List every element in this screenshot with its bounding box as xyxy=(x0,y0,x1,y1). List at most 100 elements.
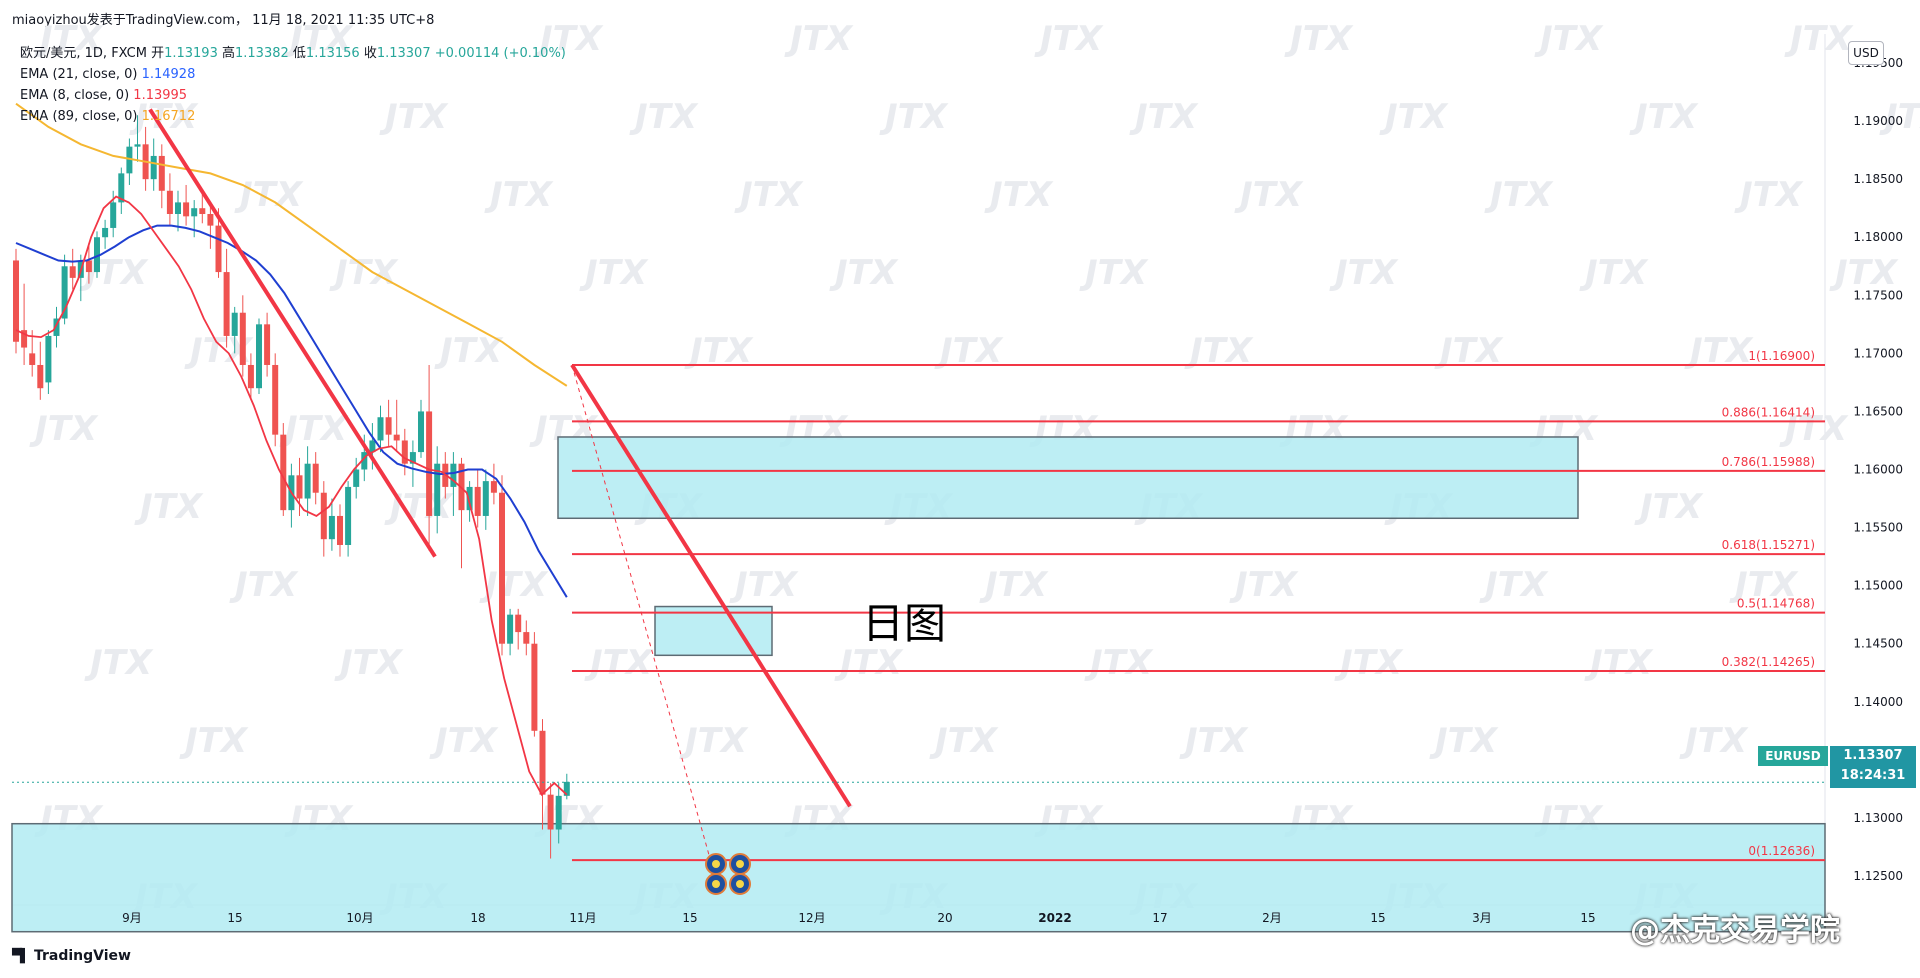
candle-body xyxy=(296,475,303,499)
watermark-text: JTX xyxy=(834,643,904,683)
ema8-row[interactable]: EMA (8, close, 0) 1.13995 xyxy=(20,85,566,106)
candle-body xyxy=(110,202,117,228)
candle-body xyxy=(434,463,441,516)
candle-body xyxy=(547,794,554,830)
watermark-text: JTX xyxy=(784,19,854,59)
fib-label: 1(1.16900) xyxy=(1748,349,1815,363)
candle-body xyxy=(102,227,109,238)
watermark-text: JTX xyxy=(879,97,949,137)
watermark-text: JTX xyxy=(334,643,404,683)
watermark-text: JTX xyxy=(479,565,549,605)
top-bar: miaoyizhou发表于TradingView.com， 11月 18, 20… xyxy=(0,0,1920,34)
candle-body xyxy=(369,440,376,453)
price-tick-label: 1.19000 xyxy=(1853,114,1903,128)
brand-name: TradingView xyxy=(34,948,131,964)
watermark-text: JTX xyxy=(434,331,504,371)
time-tick-label: 15 xyxy=(1580,911,1595,925)
watermark-text: JTX xyxy=(829,253,899,293)
tradingview-logo[interactable]: ▀▌ TradingView xyxy=(12,948,131,964)
price-tick-label: 1.13000 xyxy=(1853,811,1903,825)
candle-body xyxy=(490,481,497,493)
zone-box-1 xyxy=(654,605,773,657)
candle-body xyxy=(85,260,92,273)
candle-body xyxy=(499,492,505,644)
candle-body xyxy=(223,272,230,336)
watermark-text: JTX xyxy=(29,409,99,449)
ema21-row[interactable]: EMA (21, close, 0) 1.14928 xyxy=(20,64,566,85)
symbol-price-tag: EURUSD xyxy=(1758,746,1828,766)
watermark-text: JTX xyxy=(1284,19,1354,59)
watermark-text: JTX xyxy=(734,175,804,215)
watermark-text: JTX xyxy=(584,643,654,683)
candle-body xyxy=(337,515,343,545)
time-tick-label: 20 xyxy=(937,911,952,925)
time-tick-label: 12月 xyxy=(798,911,825,925)
watermark-text: JTX xyxy=(284,19,354,59)
watermark-text: JTX xyxy=(1479,565,1549,605)
watermark-text: JTX xyxy=(1079,253,1149,293)
fib-label: 0.5(1.14768) xyxy=(1737,597,1815,611)
ema89-line xyxy=(15,102,568,387)
low-value: 1.13156 xyxy=(305,46,360,61)
ema8-value: 1.13995 xyxy=(133,88,188,103)
watermark-text: JTX xyxy=(579,253,649,293)
watermark-text: JTX xyxy=(1534,19,1604,59)
candle-body xyxy=(418,411,424,453)
candle-body xyxy=(523,632,530,644)
trendline-2 xyxy=(570,363,852,808)
zone-box-2 xyxy=(11,822,1826,933)
watermark-text: JTX xyxy=(1679,721,1749,761)
candle-body xyxy=(393,434,400,441)
fib-label: 0.618(1.15271) xyxy=(1722,538,1815,552)
timeframe-annotation: 日图 xyxy=(862,599,947,648)
ema89-label: EMA (89, close, 0) xyxy=(20,109,138,124)
event-flag-icon xyxy=(729,853,751,875)
candle-body xyxy=(450,463,457,487)
candle-body xyxy=(118,173,125,203)
watermark-text: JTX xyxy=(429,721,499,761)
time-tick-label: 18 xyxy=(470,911,485,925)
candle-body xyxy=(13,260,19,342)
watermark-text: JTX xyxy=(1229,565,1299,605)
low-label: 低 xyxy=(292,46,306,61)
event-flag-icon xyxy=(729,873,751,895)
watermark-text: JTX xyxy=(1234,175,1304,215)
event-flag-icon xyxy=(705,853,727,875)
time-tick-label: 17 xyxy=(1152,911,1167,925)
currency-button[interactable]: USD xyxy=(1848,41,1884,65)
candle-body xyxy=(474,486,481,516)
ema21-line xyxy=(15,224,568,598)
candle-body xyxy=(328,515,335,540)
watermark-text: JTX xyxy=(679,721,749,761)
candle-body xyxy=(199,208,206,215)
candle-body xyxy=(361,452,368,470)
watermark-text: JTX xyxy=(279,409,349,449)
candle-body xyxy=(320,492,327,540)
watermark-text: JTX xyxy=(329,253,399,293)
fib-label: 0.886(1.16414) xyxy=(1722,405,1815,419)
credit-watermark: @杰克交易学院 xyxy=(1630,913,1840,948)
time-tick-label: 15 xyxy=(682,911,697,925)
last-price-value: 1.13307 xyxy=(1843,748,1903,763)
ema8-label: EMA (8, close, 0) xyxy=(20,88,130,103)
watermark-text: JTX xyxy=(1579,253,1649,293)
candle-body xyxy=(426,411,433,516)
candle-body xyxy=(21,330,28,348)
price-tick-label: 1.17000 xyxy=(1853,346,1903,360)
watermark-text: JTX xyxy=(229,565,299,605)
high-value: 1.13382 xyxy=(235,46,289,61)
watermark-text: JTX xyxy=(1129,97,1199,137)
time-tick-label: 3月 xyxy=(1472,911,1492,925)
price-tick-label: 1.18000 xyxy=(1853,230,1903,244)
ema89-row[interactable]: EMA (89, close, 0) 1.16712 xyxy=(20,106,566,127)
candle-body xyxy=(134,144,141,147)
candle-body xyxy=(166,190,173,215)
watermark-text: JTX xyxy=(179,721,249,761)
fib-anchor-line xyxy=(571,364,711,859)
last-price-box: 1.13307 18:24:31 xyxy=(1830,746,1916,788)
watermark-text: JTX xyxy=(1779,409,1849,449)
open-value: 1.13193 xyxy=(164,46,218,61)
candle-body xyxy=(507,614,514,644)
watermark-text: JTX xyxy=(84,643,154,683)
